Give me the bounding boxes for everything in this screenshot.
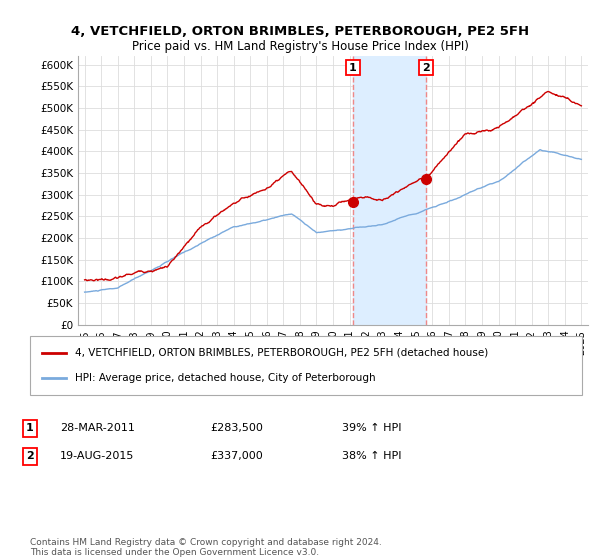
- Text: 4, VETCHFIELD, ORTON BRIMBLES, PETERBOROUGH, PE2 5FH (detached house): 4, VETCHFIELD, ORTON BRIMBLES, PETERBORO…: [75, 348, 488, 358]
- Text: 2: 2: [26, 451, 34, 461]
- Text: 1: 1: [349, 63, 357, 73]
- Text: 4, VETCHFIELD, ORTON BRIMBLES, PETERBOROUGH, PE2 5FH: 4, VETCHFIELD, ORTON BRIMBLES, PETERBORO…: [71, 25, 529, 38]
- Text: £283,500: £283,500: [210, 423, 263, 433]
- Text: £337,000: £337,000: [210, 451, 263, 461]
- Text: 39% ↑ HPI: 39% ↑ HPI: [342, 423, 401, 433]
- Text: HPI: Average price, detached house, City of Peterborough: HPI: Average price, detached house, City…: [75, 373, 376, 383]
- Text: 28-MAR-2011: 28-MAR-2011: [60, 423, 135, 433]
- Bar: [353, 56, 426, 325]
- Text: Contains HM Land Registry data © Crown copyright and database right 2024.
This d: Contains HM Land Registry data © Crown c…: [30, 538, 382, 557]
- Text: 2: 2: [422, 63, 430, 73]
- Text: 38% ↑ HPI: 38% ↑ HPI: [342, 451, 401, 461]
- Text: 19-AUG-2015: 19-AUG-2015: [60, 451, 134, 461]
- Text: Price paid vs. HM Land Registry's House Price Index (HPI): Price paid vs. HM Land Registry's House …: [131, 40, 469, 53]
- Text: 1: 1: [26, 423, 34, 433]
